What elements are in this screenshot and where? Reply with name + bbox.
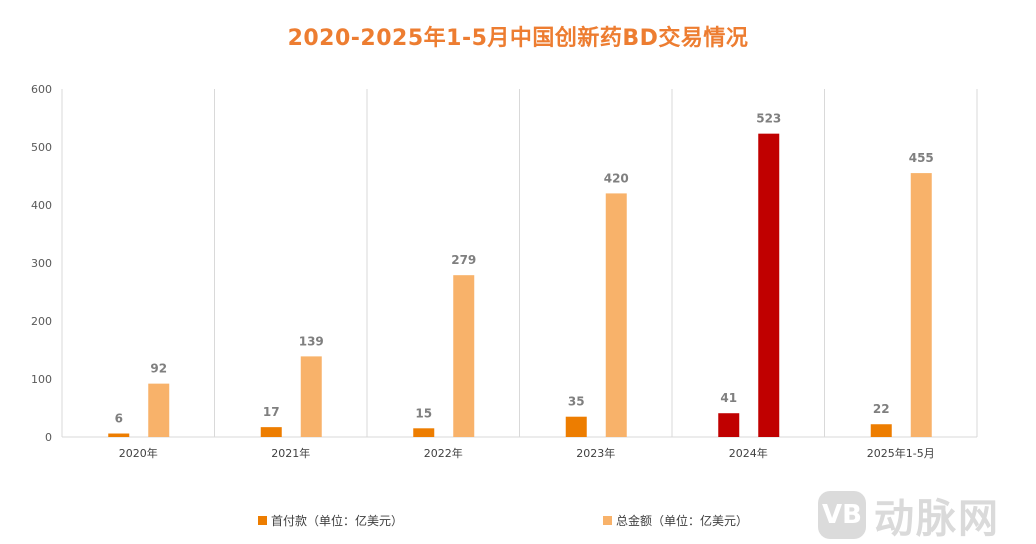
legend-label-down-payment: 首付款（单位：亿美元）: [271, 514, 404, 528]
bar-total-amount: [148, 383, 170, 437]
bar-down-payment: [870, 424, 892, 437]
data-label: 455: [909, 151, 934, 165]
y-tick-label: 300: [31, 257, 52, 270]
bar-down-payment: [413, 428, 435, 437]
data-label: 41: [720, 391, 737, 405]
data-label: 523: [756, 112, 781, 126]
y-tick-label: 600: [31, 83, 52, 96]
y-tick-label: 500: [31, 141, 52, 154]
data-label: 92: [150, 362, 167, 376]
x-tick-label: 2022年: [424, 446, 463, 460]
legend-swatch-total-amount: [603, 516, 612, 525]
data-label: 15: [415, 406, 432, 420]
data-label: 17: [263, 405, 280, 419]
vb-logo-icon: VB: [818, 491, 866, 539]
data-label: 139: [299, 334, 324, 348]
legend-label-total-amount: 总金额（单位：亿美元）: [616, 514, 749, 528]
y-tick-label: 400: [31, 199, 52, 212]
bar-total-amount: [605, 193, 627, 437]
legend-swatch-down-payment: [258, 516, 267, 525]
data-label: 35: [568, 395, 585, 409]
watermark-logo: VB 动脉网: [818, 486, 1000, 544]
bar-down-payment: [108, 433, 130, 437]
data-label: 22: [873, 402, 890, 416]
bar-total-amount: [910, 173, 932, 437]
y-tick-label: 200: [31, 315, 52, 328]
x-tick-label: 2021年: [271, 446, 310, 460]
y-tick-label: 0: [45, 431, 52, 444]
bar-total-amount: [453, 275, 475, 437]
x-tick-label: 2025年1-5月: [867, 446, 935, 460]
x-tick-label: 2023年: [576, 446, 615, 460]
bar-total-amount: [758, 133, 780, 437]
bar-total-amount: [300, 356, 322, 437]
bar-down-payment: [718, 413, 740, 437]
bar-down-payment: [565, 416, 587, 437]
legend-item-down-payment: 首付款（单位：亿美元）: [258, 512, 403, 529]
legend-item-total-amount: 总金额（单位：亿美元）: [603, 512, 748, 529]
data-label: 420: [604, 171, 629, 185]
x-tick-label: 2024年: [729, 446, 768, 460]
bar-down-payment: [260, 427, 282, 437]
data-label: 6: [115, 412, 123, 426]
data-label: 279: [451, 253, 476, 267]
chart-title: 2020-2025年1-5月中国创新药BD交易情况: [287, 26, 749, 51]
y-tick-label: 100: [31, 373, 52, 386]
watermark-text: 动脉网: [874, 496, 1000, 542]
x-tick-label: 2020年: [119, 446, 158, 460]
